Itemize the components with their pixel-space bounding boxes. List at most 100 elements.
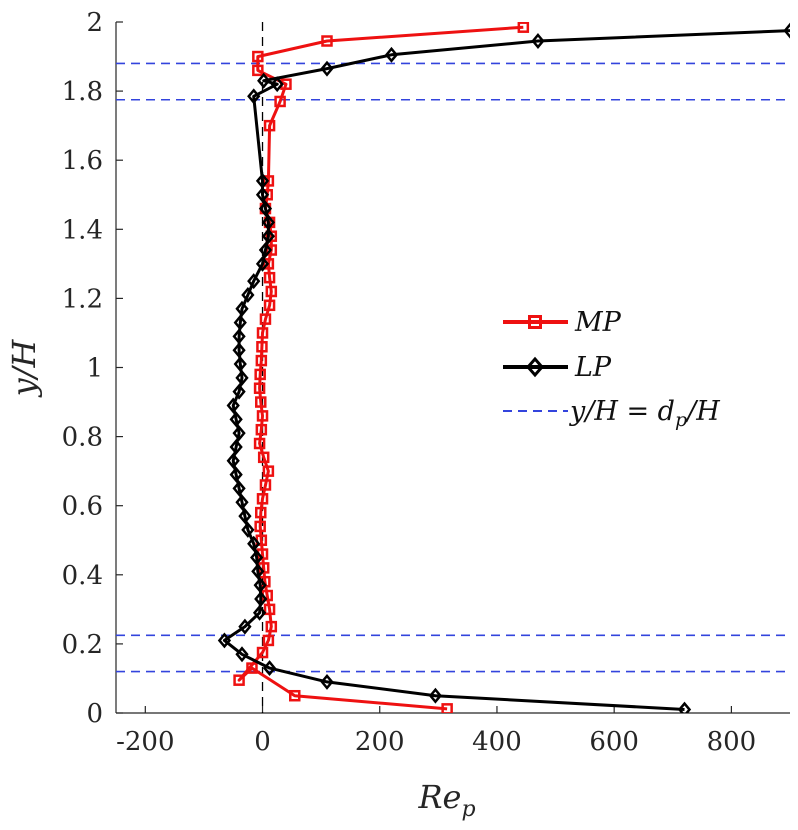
data-point-lp <box>783 22 790 39</box>
data-point-lp <box>235 369 249 386</box>
x-axis-label: Rep <box>417 778 475 822</box>
series-line-mp <box>237 25 524 711</box>
data-point-lp <box>254 591 268 607</box>
data-point-lp <box>258 200 273 217</box>
x-tick-label: 600 <box>589 727 639 757</box>
data-point-mp <box>263 603 276 616</box>
data-point-lp <box>235 300 249 317</box>
data-point-lp <box>258 242 273 258</box>
data-point-lp <box>226 452 240 469</box>
data-point-mp <box>517 22 530 33</box>
series-line-lp <box>222 29 790 711</box>
data-point-lp <box>252 604 267 621</box>
legend-dp-label-rhs: /H <box>684 396 720 427</box>
y-tick-label: 1 <box>86 354 103 384</box>
data-point-lp <box>255 255 270 272</box>
data-point-lp <box>232 480 246 497</box>
data-point-mp <box>265 230 278 242</box>
y-tick-label: 0 <box>86 699 103 729</box>
data-point-mp <box>441 703 453 713</box>
data-point-lp <box>251 563 265 580</box>
data-point-lp <box>677 701 692 713</box>
data-point-lp <box>232 425 246 442</box>
x-tick-label: 800 <box>707 727 757 757</box>
data-point-mp <box>259 313 272 325</box>
data-point-mp <box>253 437 266 450</box>
data-series <box>217 22 790 713</box>
data-point-lp <box>238 508 252 525</box>
data-point-lp <box>262 660 277 677</box>
y-tick-label: 0.4 <box>62 561 103 591</box>
legend: MP LP y/H = dp/H <box>503 307 720 431</box>
data-point-mp <box>257 451 270 464</box>
data-point-mp <box>246 662 258 674</box>
data-point-lp <box>226 397 240 414</box>
x-axis-label-subscript: p <box>461 797 475 822</box>
data-point-mp <box>254 368 266 381</box>
data-point-lp <box>247 88 261 105</box>
legend-lp-label: LP <box>574 352 612 383</box>
data-point-lp <box>241 286 255 303</box>
y-tick-label: 1.8 <box>62 77 103 107</box>
data-point-lp <box>229 439 243 455</box>
data-point-lp <box>384 46 399 63</box>
data-point-mp <box>274 95 286 108</box>
x-tick-label: 400 <box>472 727 522 757</box>
data-point-lp <box>261 228 276 245</box>
data-point-mp <box>256 646 269 659</box>
x-tick-label: 0 <box>254 727 271 757</box>
data-point-lp <box>229 466 243 483</box>
y-tick-label: 1.4 <box>62 215 103 245</box>
data-point-mp <box>265 285 278 298</box>
data-point-mp <box>253 382 266 394</box>
data-point-lp <box>241 521 255 538</box>
data-point-mp <box>233 674 245 686</box>
y-tick-label: 0.8 <box>62 423 103 453</box>
data-point-mp <box>263 271 276 284</box>
data-point-lp <box>232 342 246 359</box>
data-point-mp <box>255 396 267 408</box>
legend-dp-label-sub: p <box>675 409 687 431</box>
y-axis-label: y/H <box>5 339 43 399</box>
data-point-mp <box>256 493 269 505</box>
data-point-lp <box>232 328 246 345</box>
reference-lines <box>116 22 790 713</box>
data-point-lp <box>233 356 247 372</box>
data-point-mp <box>321 35 333 47</box>
data-point-lp <box>238 618 252 635</box>
data-point-mp <box>263 119 276 132</box>
y-tick-label: 0.6 <box>62 492 103 522</box>
data-point-mp <box>255 354 268 367</box>
data-point-mp <box>255 506 267 519</box>
tick-labels: -200 0 200 400 600 800 0 0.2 0.4 0.6 0.8 1 1.2 1.4 1.6… <box>62 8 757 757</box>
legend-dp-label-lhs: y/H = d <box>569 396 675 427</box>
data-point-lp <box>229 411 243 428</box>
data-point-mp <box>259 479 272 491</box>
data-point-lp <box>531 33 545 49</box>
data-point-lp <box>247 273 261 290</box>
data-point-lp <box>255 186 270 203</box>
data-point-lp <box>250 549 264 566</box>
data-point-lp <box>320 673 334 690</box>
y-tick-label: 2 <box>86 8 103 38</box>
data-point-lp <box>217 632 232 649</box>
data-point-mp <box>252 64 264 77</box>
legend-mp-marker <box>528 315 542 329</box>
axes <box>115 21 790 714</box>
data-point-lp <box>253 577 267 594</box>
data-point-mp <box>254 520 266 533</box>
x-axis-label-main: Re <box>417 778 461 816</box>
data-point-lp <box>320 60 334 77</box>
data-point-mp <box>256 341 268 353</box>
x-tick-label: -200 <box>116 727 174 757</box>
legend-lp-marker <box>526 356 544 378</box>
data-point-mp <box>255 423 268 436</box>
series-mp <box>233 22 530 713</box>
legend-mp-label: MP <box>574 307 622 338</box>
data-point-lp <box>235 494 249 511</box>
x-tick-label: 200 <box>355 727 405 757</box>
y-tick-label: 1.2 <box>62 284 103 314</box>
y-tick-label: 1.6 <box>62 146 103 176</box>
data-point-lp <box>235 646 249 663</box>
